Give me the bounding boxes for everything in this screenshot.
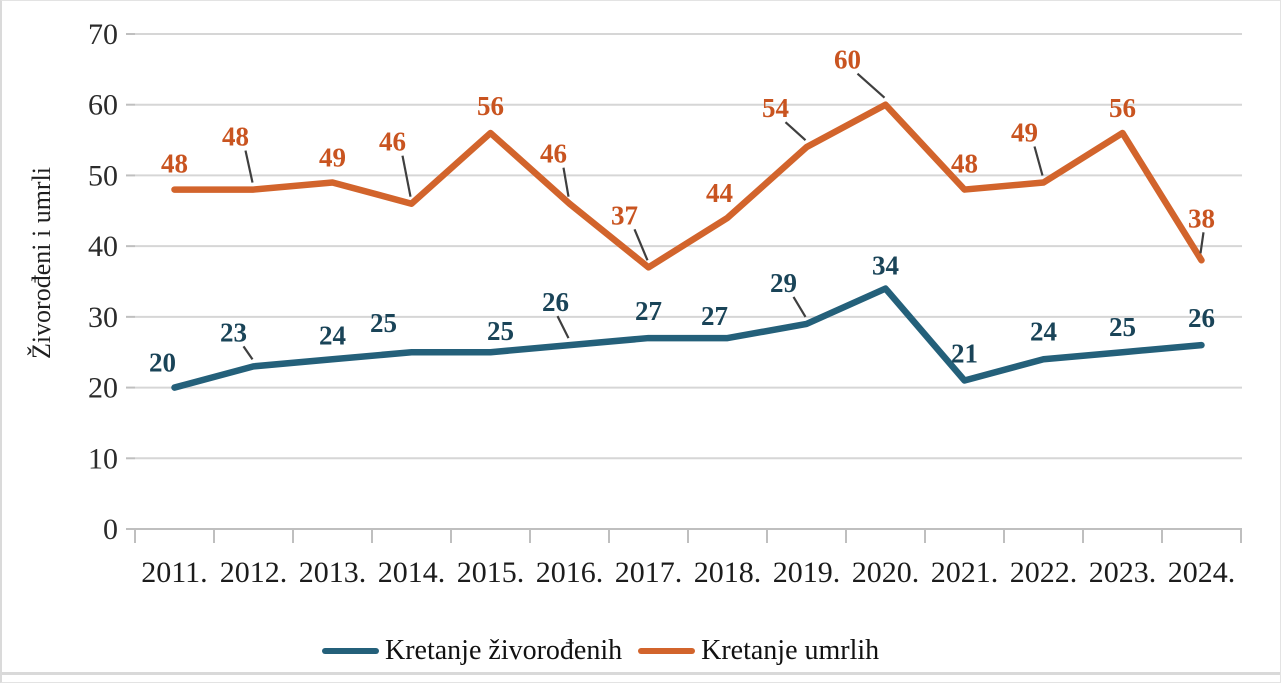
svg-text:46: 46 (540, 139, 567, 169)
svg-text:29: 29 (770, 268, 797, 298)
svg-text:2013.: 2013. (299, 556, 367, 589)
series-line-deaths (171, 101, 1205, 271)
svg-text:24: 24 (1030, 316, 1057, 346)
svg-text:26: 26 (542, 287, 569, 317)
legend-swatch-deaths-icon (638, 648, 696, 654)
svg-text:34: 34 (872, 251, 899, 281)
svg-text:2023.: 2023. (1089, 556, 1157, 589)
svg-text:48: 48 (161, 149, 188, 179)
svg-text:2024.: 2024. (1168, 556, 1236, 589)
leader-lines-deaths (244, 72, 1205, 261)
legend-item-births: Kretanje živorođenih (322, 637, 622, 665)
svg-text:54: 54 (762, 93, 789, 123)
legend: Kretanje živorođenih Kretanje umrlih (322, 637, 879, 665)
legend-label-births: Kretanje živorođenih (385, 635, 623, 666)
y-tick-labels: 0 10 20 30 40 50 60 70 (88, 18, 118, 546)
svg-text:30: 30 (88, 301, 118, 334)
legend-item-deaths: Kretanje umrlih (638, 637, 879, 665)
svg-text:2017.: 2017. (615, 556, 683, 589)
svg-text:0: 0 (103, 513, 118, 546)
svg-text:26: 26 (1188, 303, 1215, 333)
svg-text:2022.: 2022. (1010, 556, 1078, 589)
svg-text:2020.: 2020. (852, 556, 920, 589)
legend-swatch-births-icon (322, 648, 379, 654)
svg-text:44: 44 (706, 178, 733, 208)
plot-area: 0 10 20 30 40 50 60 70 2011. 2012. 2013. 2014. 2015.… (88, 18, 1242, 589)
data-labels-deaths: 48 48 49 46 56 46 37 44 54 60 48 49 56 38 (161, 45, 1215, 234)
svg-text:21: 21 (951, 339, 978, 369)
svg-text:27: 27 (635, 296, 662, 326)
svg-text:48: 48 (951, 149, 978, 179)
series-line-births (171, 285, 1205, 391)
svg-text:2019.: 2019. (773, 556, 841, 589)
svg-text:49: 49 (1011, 118, 1038, 148)
svg-text:2018.: 2018. (694, 556, 762, 589)
svg-text:38: 38 (1188, 203, 1215, 233)
svg-text:40: 40 (88, 230, 118, 263)
svg-text:25: 25 (1109, 312, 1136, 342)
svg-text:2016.: 2016. (536, 556, 604, 589)
y-axis-title: Živorođeni i umrli (27, 167, 56, 359)
svg-text:56: 56 (477, 91, 504, 121)
svg-text:25: 25 (370, 308, 397, 338)
svg-text:2021.: 2021. (931, 556, 999, 589)
svg-text:27: 27 (701, 301, 728, 331)
leader-lines-births (242, 296, 807, 360)
svg-text:20: 20 (88, 372, 118, 405)
x-tick-labels: 2011. 2012. 2013. 2014. 2015. 2016. 2017. 2018.… (134, 529, 1242, 589)
svg-text:56: 56 (1109, 93, 1136, 123)
bottom-divider (2, 672, 1280, 675)
svg-text:49: 49 (319, 143, 346, 173)
svg-text:24: 24 (319, 320, 346, 350)
svg-text:2015.: 2015. (457, 556, 525, 589)
svg-text:70: 70 (88, 18, 118, 51)
svg-text:50: 50 (88, 159, 118, 192)
svg-text:25: 25 (487, 316, 514, 346)
svg-text:37: 37 (611, 200, 638, 230)
svg-text:48: 48 (222, 122, 249, 152)
gridlines (126, 33, 1242, 530)
svg-text:46: 46 (379, 127, 406, 157)
legend-label-deaths: Kretanje umrlih (701, 635, 880, 666)
svg-text:23: 23 (220, 317, 247, 347)
svg-text:10: 10 (88, 442, 118, 475)
svg-text:2014.: 2014. (378, 556, 446, 589)
data-labels-births: 20 23 24 25 25 26 27 27 29 34 21 24 25 26 (149, 251, 1215, 378)
svg-text:60: 60 (88, 89, 118, 122)
svg-text:2011.: 2011. (141, 556, 207, 589)
svg-text:20: 20 (149, 348, 176, 378)
svg-text:60: 60 (834, 45, 861, 75)
svg-text:2012.: 2012. (220, 556, 288, 589)
